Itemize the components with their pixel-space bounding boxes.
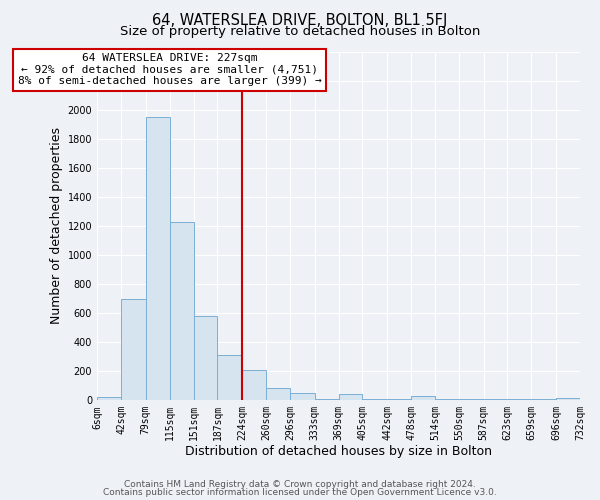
Text: 64, WATERSLEA DRIVE, BOLTON, BL1 5FJ: 64, WATERSLEA DRIVE, BOLTON, BL1 5FJ (152, 12, 448, 28)
Bar (194, 316, 217, 400)
Text: Size of property relative to detached houses in Bolton: Size of property relative to detached ho… (120, 25, 480, 38)
Bar (121, 298, 146, 400)
Bar (314, 399, 338, 400)
Bar (290, 393, 314, 400)
Text: 64 WATERSLEA DRIVE: 227sqm
← 92% of detached houses are smaller (4,751)
8% of se: 64 WATERSLEA DRIVE: 227sqm ← 92% of deta… (17, 53, 322, 86)
Y-axis label: Number of detached properties: Number of detached properties (50, 128, 63, 324)
Text: Contains HM Land Registry data © Crown copyright and database right 2024.: Contains HM Land Registry data © Crown c… (124, 480, 476, 489)
Bar (266, 388, 290, 400)
Bar (362, 399, 387, 400)
Bar (242, 370, 266, 400)
Text: Contains public sector information licensed under the Open Government Licence v3: Contains public sector information licen… (103, 488, 497, 497)
Bar (146, 117, 170, 400)
Bar (170, 222, 194, 400)
Bar (411, 396, 435, 400)
Bar (217, 355, 242, 400)
Bar (556, 398, 580, 400)
Bar (97, 398, 121, 400)
X-axis label: Distribution of detached houses by size in Bolton: Distribution of detached houses by size … (185, 444, 492, 458)
Bar (338, 394, 362, 400)
